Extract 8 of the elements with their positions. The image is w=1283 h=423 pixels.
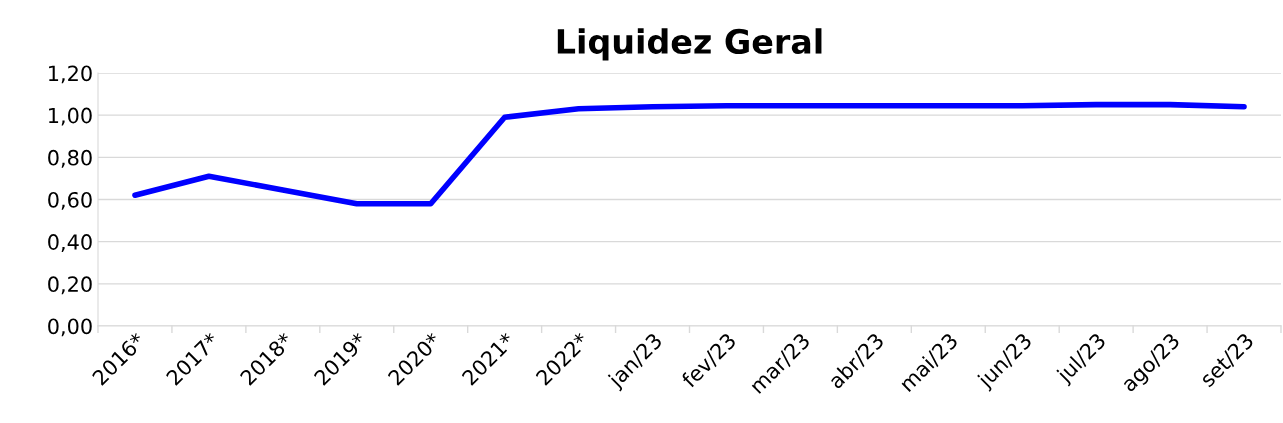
y-tick-label: 0,80 (48, 149, 92, 168)
y-tick-label: 1,00 (49, 107, 92, 126)
y-tick-label: 0,40 (48, 234, 92, 252)
y-tick-label: 1,20 (49, 65, 92, 84)
y-tick-label: 0,00 (48, 318, 92, 337)
y-tick-label: 0,60 (48, 191, 92, 210)
chart-title: Liquidez Geral (557, 28, 822, 61)
y-tick-label: 0,20 (48, 276, 92, 295)
